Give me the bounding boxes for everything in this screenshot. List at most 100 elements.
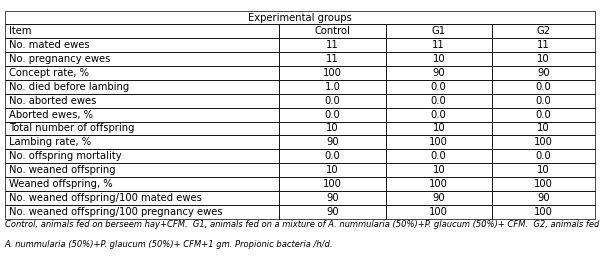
Text: No. offspring mortality: No. offspring mortality bbox=[9, 151, 122, 161]
Text: 0.0: 0.0 bbox=[536, 82, 551, 92]
Text: 0.0: 0.0 bbox=[431, 82, 446, 92]
Bar bbox=[280, 177, 386, 191]
Text: No. weaned offspring: No. weaned offspring bbox=[9, 165, 116, 175]
Text: 0.0: 0.0 bbox=[431, 110, 446, 120]
Bar bbox=[386, 94, 492, 108]
Bar bbox=[386, 177, 492, 191]
Text: 0.0: 0.0 bbox=[325, 151, 340, 161]
Bar bbox=[5, 177, 280, 191]
Text: 11: 11 bbox=[537, 40, 550, 50]
Text: G1: G1 bbox=[431, 26, 446, 36]
Bar bbox=[492, 52, 595, 66]
Text: 0.0: 0.0 bbox=[536, 96, 551, 106]
Bar bbox=[5, 205, 280, 219]
Text: 10: 10 bbox=[433, 165, 445, 175]
Text: Total number of offspring: Total number of offspring bbox=[9, 123, 134, 134]
Bar bbox=[492, 66, 595, 80]
Bar bbox=[280, 52, 386, 66]
Text: 11: 11 bbox=[433, 40, 445, 50]
Bar bbox=[280, 94, 386, 108]
Text: 90: 90 bbox=[326, 137, 339, 147]
Bar bbox=[5, 24, 280, 38]
Bar bbox=[492, 135, 595, 149]
Text: 90: 90 bbox=[326, 193, 339, 203]
Bar bbox=[5, 122, 280, 135]
Text: 100: 100 bbox=[430, 137, 448, 147]
Text: 90: 90 bbox=[537, 193, 550, 203]
Bar bbox=[386, 80, 492, 94]
Bar bbox=[280, 108, 386, 122]
Text: 0.0: 0.0 bbox=[536, 110, 551, 120]
Text: No. aborted ewes: No. aborted ewes bbox=[9, 96, 97, 106]
Bar bbox=[386, 122, 492, 135]
Bar bbox=[280, 135, 386, 149]
Bar bbox=[492, 24, 595, 38]
Bar bbox=[492, 122, 595, 135]
Text: 100: 100 bbox=[430, 207, 448, 217]
Text: 10: 10 bbox=[433, 123, 445, 134]
Text: 0.0: 0.0 bbox=[431, 96, 446, 106]
Bar bbox=[280, 149, 386, 163]
Text: Control, animals fed on berseem hay+CFM.  G1, animals fed on a mixture of A. num: Control, animals fed on berseem hay+CFM.… bbox=[5, 220, 600, 229]
Bar bbox=[280, 38, 386, 52]
Bar bbox=[280, 205, 386, 219]
Bar bbox=[492, 108, 595, 122]
Text: 100: 100 bbox=[534, 179, 553, 189]
Text: 10: 10 bbox=[326, 123, 339, 134]
Bar bbox=[5, 80, 280, 94]
Bar bbox=[5, 52, 280, 66]
Bar bbox=[5, 94, 280, 108]
Bar bbox=[280, 66, 386, 80]
Text: 100: 100 bbox=[430, 179, 448, 189]
Bar bbox=[386, 66, 492, 80]
Bar bbox=[386, 205, 492, 219]
Bar bbox=[5, 135, 280, 149]
Text: 11: 11 bbox=[326, 40, 339, 50]
Bar bbox=[280, 80, 386, 94]
Text: 90: 90 bbox=[326, 207, 339, 217]
Bar bbox=[280, 163, 386, 177]
Bar bbox=[386, 163, 492, 177]
Bar bbox=[492, 80, 595, 94]
Text: 10: 10 bbox=[537, 123, 550, 134]
Bar bbox=[386, 191, 492, 205]
Text: 10: 10 bbox=[326, 165, 339, 175]
Bar bbox=[492, 191, 595, 205]
Text: 0.0: 0.0 bbox=[325, 110, 340, 120]
Bar bbox=[492, 94, 595, 108]
Text: Lambing rate, %: Lambing rate, % bbox=[9, 137, 91, 147]
Bar bbox=[386, 52, 492, 66]
Text: Concept rate, %: Concept rate, % bbox=[9, 68, 89, 78]
Bar bbox=[492, 149, 595, 163]
Text: Control: Control bbox=[314, 26, 350, 36]
Bar bbox=[386, 38, 492, 52]
Bar bbox=[5, 149, 280, 163]
Text: 100: 100 bbox=[323, 68, 342, 78]
Bar bbox=[5, 66, 280, 80]
Text: No. weaned offspring/100 pregnancy ewes: No. weaned offspring/100 pregnancy ewes bbox=[9, 207, 223, 217]
Text: 90: 90 bbox=[433, 68, 445, 78]
Text: 0.0: 0.0 bbox=[536, 151, 551, 161]
Bar bbox=[5, 11, 595, 24]
Text: G2: G2 bbox=[536, 26, 551, 36]
Text: 1.0: 1.0 bbox=[325, 82, 340, 92]
Bar bbox=[386, 24, 492, 38]
Text: 10: 10 bbox=[537, 165, 550, 175]
Bar bbox=[492, 177, 595, 191]
Text: Item: Item bbox=[9, 26, 32, 36]
Text: No. mated ewes: No. mated ewes bbox=[9, 40, 89, 50]
Bar bbox=[280, 191, 386, 205]
Text: 0.0: 0.0 bbox=[431, 151, 446, 161]
Text: No. died before lambing: No. died before lambing bbox=[9, 82, 129, 92]
Bar bbox=[5, 108, 280, 122]
Bar bbox=[492, 38, 595, 52]
Bar bbox=[280, 24, 386, 38]
Text: 10: 10 bbox=[433, 54, 445, 64]
Text: 11: 11 bbox=[326, 54, 339, 64]
Text: 90: 90 bbox=[537, 68, 550, 78]
Bar bbox=[280, 122, 386, 135]
Text: No. weaned offspring/100 mated ewes: No. weaned offspring/100 mated ewes bbox=[9, 193, 202, 203]
Text: Weaned offspring, %: Weaned offspring, % bbox=[9, 179, 113, 189]
Bar bbox=[492, 205, 595, 219]
Bar bbox=[5, 38, 280, 52]
